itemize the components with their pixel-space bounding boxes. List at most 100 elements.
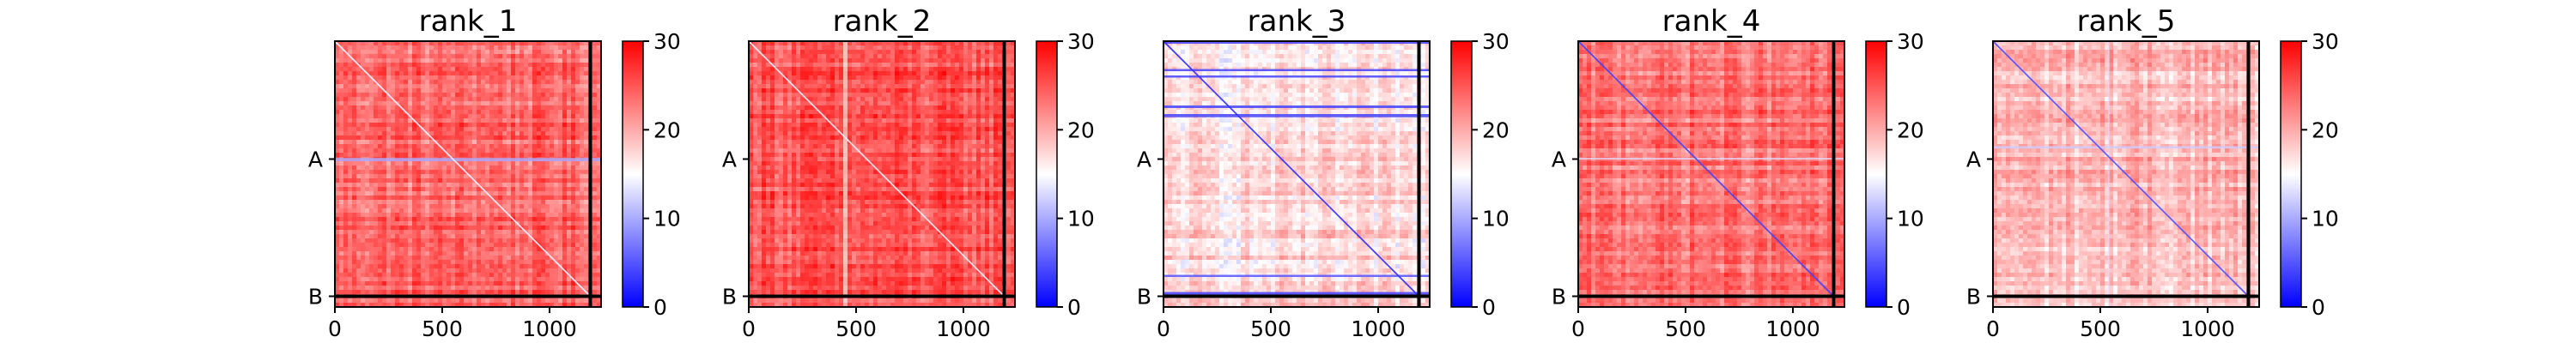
heatmap-cell xyxy=(550,217,554,221)
heatmap-cell xyxy=(554,281,558,286)
heatmap-cell xyxy=(835,105,839,110)
heatmap-cell xyxy=(562,273,567,277)
heatmap-cell xyxy=(404,135,408,140)
heatmap-cell xyxy=(455,234,459,238)
heatmap-cell xyxy=(434,208,438,213)
heatmap-cell xyxy=(787,71,792,75)
heatmap-cell xyxy=(545,80,550,84)
heatmap-cell xyxy=(472,170,477,174)
heatmap-cell xyxy=(873,58,878,63)
heatmap-cell xyxy=(408,234,412,238)
heatmap-cell xyxy=(951,58,955,63)
heatmap-cell xyxy=(404,80,408,84)
heatmap-cell xyxy=(942,101,946,105)
heatmap-cell xyxy=(558,58,562,63)
heatmap-cell xyxy=(356,226,361,230)
heatmap-cell xyxy=(489,260,494,264)
heatmap-cell xyxy=(369,226,374,230)
heatmap-cell xyxy=(399,165,404,170)
heatmap-cell xyxy=(575,204,580,208)
heatmap-cell xyxy=(447,251,451,256)
heatmap-cell xyxy=(580,208,584,213)
heatmap-cell xyxy=(399,50,404,54)
heatmap-cell xyxy=(959,54,963,58)
heatmap-cell xyxy=(468,118,472,123)
heatmap-cell xyxy=(438,165,442,170)
heatmap-cell xyxy=(356,286,361,290)
heatmap-cell xyxy=(472,93,477,97)
heatmap-cell xyxy=(468,63,472,67)
heatmap-cell xyxy=(459,97,464,101)
heatmap-cell xyxy=(425,144,429,148)
heatmap-cell xyxy=(558,148,562,153)
heatmap-cell xyxy=(554,123,558,127)
heatmap-cell xyxy=(378,131,382,135)
heatmap-cell xyxy=(580,277,584,281)
heatmap-cell xyxy=(580,67,584,71)
heatmap-cell xyxy=(339,127,343,131)
heatmap-cell xyxy=(822,101,826,105)
heatmap-cell xyxy=(567,123,571,127)
heatmap-cell xyxy=(464,58,468,63)
heatmap-cell xyxy=(571,187,575,191)
heatmap-cell xyxy=(451,196,455,200)
heatmap-cell xyxy=(532,88,537,93)
heatmap-cell xyxy=(584,97,588,101)
heatmap-cell xyxy=(404,178,408,183)
heatmap-cell xyxy=(762,50,766,54)
heatmap-cell xyxy=(438,80,442,84)
heatmap-cell xyxy=(408,75,412,80)
heatmap-cell xyxy=(869,75,873,80)
heatmap-cell xyxy=(369,247,374,251)
heatmap-cell xyxy=(775,50,779,54)
heatmap-cell xyxy=(882,45,886,50)
heatmap-cell xyxy=(425,153,429,157)
heatmap-cell xyxy=(386,54,391,58)
heatmap-cell xyxy=(421,93,425,97)
heatmap-cell xyxy=(550,63,554,67)
heatmap-cell xyxy=(374,148,378,153)
heatmap-cell xyxy=(524,273,528,277)
heatmap-cell xyxy=(916,93,920,97)
heatmap-cell xyxy=(434,80,438,84)
heatmap-cell xyxy=(532,135,537,140)
heatmap-cell xyxy=(472,80,477,84)
heatmap-cell xyxy=(352,178,356,183)
heatmap-cell xyxy=(464,75,468,80)
heatmap-cell xyxy=(826,114,830,118)
heatmap-cell xyxy=(550,50,554,54)
heatmap-cell xyxy=(571,226,575,230)
heatmap-cell xyxy=(753,88,757,93)
heatmap-cell xyxy=(575,88,580,93)
heatmap-cell xyxy=(562,131,567,135)
heatmap-cell xyxy=(899,58,903,63)
heatmap-cell xyxy=(554,187,558,191)
heatmap-cell xyxy=(524,187,528,191)
heatmap-cell xyxy=(343,118,348,123)
heatmap-cell xyxy=(757,97,762,101)
heatmap-cell xyxy=(515,45,519,50)
heatmap-cell xyxy=(386,123,391,127)
heatmap-cell xyxy=(348,196,352,200)
heatmap-cell xyxy=(447,290,451,294)
heatmap-cell xyxy=(524,67,528,71)
heatmap-cell xyxy=(524,196,528,200)
heatmap-cell xyxy=(425,298,429,303)
heatmap-cell xyxy=(369,183,374,187)
heatmap-cell xyxy=(425,234,429,238)
heatmap-cell xyxy=(985,114,989,118)
heatmap-cell xyxy=(537,273,541,277)
heatmap-cell xyxy=(592,247,597,251)
heatmap-cell xyxy=(817,93,822,97)
heatmap-cell xyxy=(369,217,374,221)
heatmap-cell xyxy=(524,80,528,84)
heatmap-cell xyxy=(369,93,374,97)
heatmap-cell xyxy=(507,88,511,93)
heatmap-cell xyxy=(489,63,494,67)
heatmap-cell xyxy=(580,256,584,260)
heatmap-cell xyxy=(378,88,382,93)
heatmap-cell xyxy=(408,298,412,303)
heatmap-cell xyxy=(356,243,361,247)
heatmap-cell xyxy=(352,247,356,251)
heatmap-cell xyxy=(507,123,511,127)
